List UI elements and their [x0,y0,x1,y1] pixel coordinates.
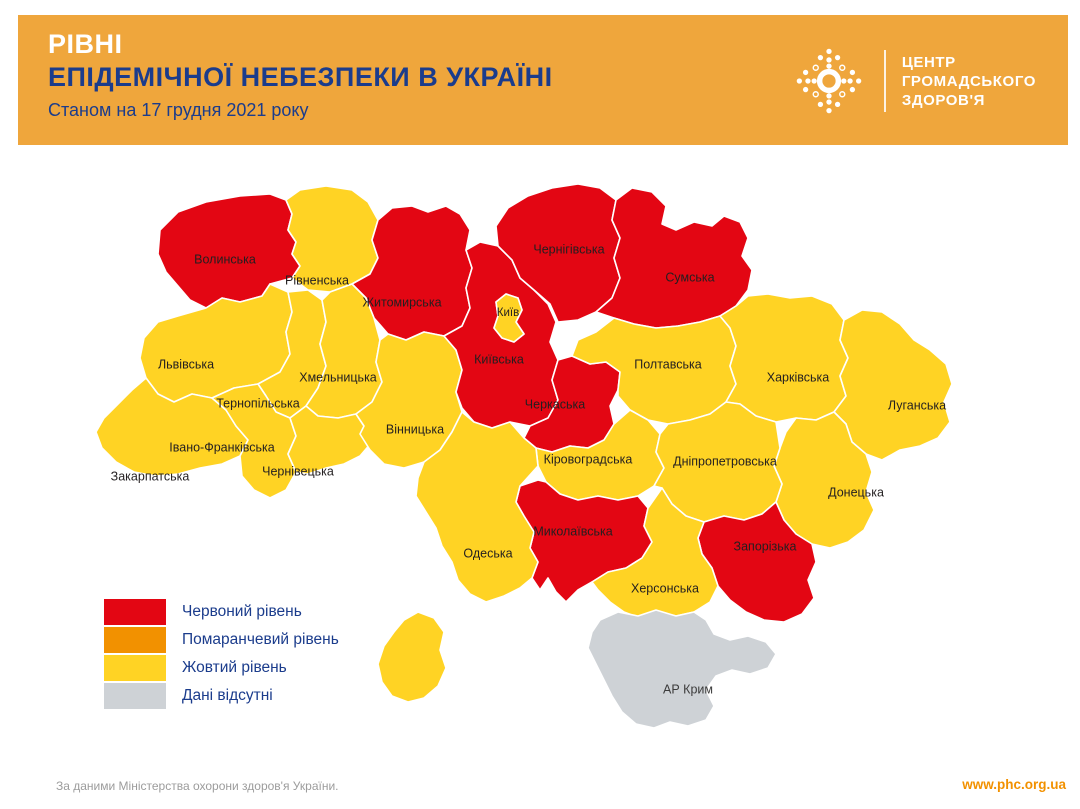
label-poltava: Полтавська [634,357,701,371]
legend-label-red: Червоний рівень [182,603,302,620]
footer-source-text: За даними Міністерства охорони здоров'я … [56,779,339,793]
map-legend: Червоний рівень Помаранчевий рівень Жовт… [104,598,339,710]
label-kherson: Херсонська [631,581,699,595]
label-lviv: Львівська [158,357,214,371]
logo-divider [883,50,886,112]
page-title-primary: РІВНІ [48,29,123,59]
legend-swatch-orange [104,627,166,653]
label-khmelnytskyi: Хмельницька [299,370,377,384]
region-luhansk[interactable] [833,309,953,461]
label-ternopil: Тернопільська [216,396,300,410]
legend-item-yellow: Жовтий рівень [104,654,339,682]
logo-line-3: ЗДОРОВ'Я [901,91,986,109]
region-odesa[interactable] [377,411,539,703]
region-ivanofrank[interactable] [211,383,297,499]
header-banner: РІВНІ ЕПІДЕМІЧНОЇ НЕБЕЗПЕКИ В УКРАЇНІ Ст… [18,15,1068,145]
label-kyiv-city: Київ [497,307,519,319]
label-zaporizhzhia: Запорізька [734,539,797,553]
label-volyn: Волинська [194,252,256,266]
logo-line-2: ГРОМАДСЬКОГО [901,72,1036,90]
label-dnipro: Дніпропетровська [673,454,777,468]
region-kharkiv[interactable] [719,293,849,423]
legend-swatch-gray [104,683,166,709]
legend-swatch-red [104,599,166,625]
label-vinnytsia: Вінницька [386,422,444,436]
footer-website-link[interactable]: www.phc.org.ua [962,777,1066,792]
label-luhansk: Луганська [888,398,946,412]
label-chernivtsi: Чернівецька [262,464,334,478]
phc-radial-dots-icon [796,48,862,114]
logo-wordmark: ЦЕНТР ГРОМАДСЬКОГО ЗДОРОВ'Я [902,53,1036,110]
legend-item-red: Червоний рівень [104,598,339,626]
page-subtitle-date: Станом на 17 грудня 2021 року [48,100,309,120]
label-crimea: АР Крим [663,682,713,696]
region-kyiv-city[interactable] [493,293,525,343]
label-odesa: Одеська [463,546,512,560]
label-zhytomyr: Житомирська [362,295,441,309]
legend-swatch-yellow [104,655,166,681]
label-sumy: Сумська [665,270,714,284]
label-donetsk: Донецька [828,485,884,499]
legend-label-orange: Помаранчевий рівень [182,631,339,648]
legend-item-orange: Помаранчевий рівень [104,626,339,654]
legend-label-yellow: Жовтий рівень [182,659,287,676]
region-sumy[interactable] [595,187,753,329]
label-kirovohrad: Кіровоградська [544,452,633,466]
label-rivne: Рівненська [285,273,349,287]
label-mykolaiv: Миколаївська [533,524,612,538]
legend-label-gray: Дані відсутні [182,687,273,704]
header-title-block: РІВНІ ЕПІДЕМІЧНОЇ НЕБЕЗПЕКИ В УКРАЇНІ Ст… [48,29,553,121]
legend-item-gray: Дані відсутні [104,682,339,710]
ukraine-choropleth-map: Волинська Рівненська Житомирська Львівсь… [95,183,953,729]
organization-logo: ЦЕНТР ГРОМАДСЬКОГО ЗДОРОВ'Я [790,43,1036,119]
label-kharkiv: Харківська [767,370,829,384]
label-kyiv-oblast: Київська [474,352,524,366]
label-ivanofrank: Івано-Франківська [169,440,275,454]
region-chernivtsi[interactable] [287,405,373,475]
logo-line-1: ЦЕНТР [901,53,956,71]
label-cherkasy: Черкаська [525,397,585,411]
footer: За даними Міністерства охорони здоров'я … [0,775,1080,809]
region-crimea[interactable] [587,609,777,729]
label-chernihiv: Чернігівська [533,242,604,256]
region-labels: Волинська Рівненська Житомирська Львівсь… [111,242,946,696]
page-title-secondary: ЕПІДЕМІЧНОЇ НЕБЕЗПЕКИ В УКРАЇНІ [48,62,553,92]
label-zakarpattia: Закарпатська [111,469,190,483]
region-zakarpattia[interactable] [95,377,249,477]
ukraine-map-container: Волинська Рівненська Житомирська Львівсь… [0,150,1080,760]
